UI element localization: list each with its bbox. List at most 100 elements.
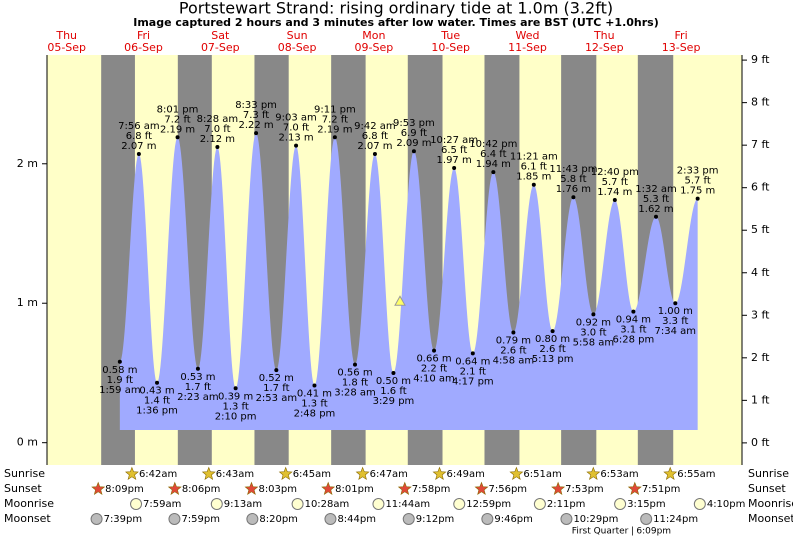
tide-label: 0.41 m	[297, 389, 332, 400]
moonrise-time: 12:59pm	[466, 499, 511, 510]
day-name: Sat	[211, 29, 230, 42]
moonrise-time: 7:59am	[143, 499, 181, 510]
tide-label: 3.0 ft	[580, 327, 606, 338]
day-name: Fri	[675, 29, 688, 42]
day-name: Sun	[287, 29, 308, 42]
moonset-icon	[246, 513, 259, 525]
tide-label: 1.62 m	[638, 204, 673, 215]
sun-icon	[244, 481, 259, 495]
tide-label: 7:56 am	[118, 121, 160, 132]
tide-label: 1.76 m	[556, 184, 591, 195]
tide-point	[470, 351, 475, 356]
sunset-time: 7:56pm	[488, 484, 527, 495]
tide-label: 5:13 pm	[532, 354, 574, 365]
y-tick-label: 2 m	[17, 157, 38, 170]
moonrise-icon	[614, 498, 627, 510]
sunset-time: 7:51pm	[642, 484, 681, 495]
tide-label: 2.6 ft	[500, 346, 526, 357]
moon-phase: First Quarter	[572, 527, 629, 537]
tide-label: 2:10 pm	[215, 411, 257, 422]
tide-point	[591, 312, 596, 317]
sunrise-time: 6:53am	[600, 469, 638, 480]
tide-label: 0.52 m	[259, 373, 294, 384]
day-date: 05-Sep	[47, 41, 86, 54]
y2-tick-label: 4 ft	[751, 266, 770, 279]
sun-icon	[663, 466, 678, 480]
tide-label: 9:03 am	[275, 113, 317, 124]
sunset-time: 8:09pm	[105, 484, 144, 495]
tide-label: 4:10 am	[413, 374, 455, 385]
tide-label: 2.07 m	[357, 141, 392, 152]
tide-point	[372, 152, 377, 157]
sun-icon	[91, 481, 106, 495]
tide-point	[175, 135, 180, 140]
sun-icon	[201, 466, 216, 480]
moonrise-time: 3:15pm	[627, 499, 666, 510]
tide-label: 5.3 ft	[643, 194, 669, 205]
tide-label: 6.8 ft	[126, 131, 152, 142]
tide-label: 0.66 m	[416, 354, 451, 365]
moon-phase-time: 6:09pm	[636, 527, 671, 537]
y2-tick-label: 8 ft	[751, 96, 770, 109]
tide-label: 2.22 m	[238, 120, 273, 131]
sunset-time: 8:03pm	[258, 484, 297, 495]
tide-label: 0.58 m	[102, 365, 137, 376]
sun-icon	[278, 466, 293, 480]
sunrise-time: 6:47am	[370, 469, 408, 480]
row-label: Moonset	[4, 512, 51, 525]
tide-point	[531, 182, 536, 187]
tide-point	[391, 370, 396, 375]
moonrise-icon	[533, 498, 546, 510]
sun-icon	[355, 466, 370, 480]
tide-point	[631, 309, 636, 314]
tide-label: 1.00 m	[658, 306, 693, 317]
tide-label: 4:58 am	[493, 356, 535, 367]
tide-label: 1:59 am	[99, 385, 141, 396]
sunrise-time: 6:51am	[523, 469, 561, 480]
day-name: Thu	[55, 29, 77, 42]
sunset-time: 7:58pm	[412, 484, 451, 495]
moonset-time: 10:29pm	[573, 514, 618, 525]
tide-label: 1.4 ft	[144, 396, 170, 407]
tide-label: 2:23 am	[177, 392, 219, 403]
tide-label: 5:58 am	[573, 337, 615, 348]
tide-label: 9:53 pm	[393, 118, 435, 129]
tide-label: 2.09 m	[396, 138, 431, 149]
sun-icon	[397, 481, 412, 495]
moonrise-icon	[453, 498, 466, 510]
row-label: Sunrise	[748, 467, 789, 480]
tide-label: 10:42 pm	[469, 139, 517, 150]
chart-title: Portstewart Strand: rising ordinary tide…	[179, 0, 613, 18]
tide-label: 9:42 am	[354, 121, 396, 132]
tide-point	[352, 362, 357, 367]
moonrise-time: 9:13am	[224, 499, 262, 510]
moonset-icon	[324, 513, 337, 525]
sunrise-time: 6:43am	[216, 469, 254, 480]
tide-point	[550, 329, 555, 334]
tide-point	[491, 170, 496, 175]
moonset-icon	[640, 513, 653, 525]
sun-icon	[627, 481, 642, 495]
tide-label: 2.19 m	[160, 124, 195, 135]
sun-icon	[509, 466, 524, 480]
sunrise-time: 6:45am	[293, 469, 331, 480]
moonset-time: 11:24pm	[653, 514, 698, 525]
tide-label: 7.2 ft	[164, 114, 190, 125]
moonset-time: 8:44pm	[337, 514, 376, 525]
tide-label: 11:43 pm	[549, 164, 597, 175]
tide-label: 0.50 m	[376, 376, 411, 387]
tide-label: 0.39 m	[218, 391, 253, 402]
tide-point	[233, 386, 238, 391]
moonset-time: 7:59pm	[181, 514, 220, 525]
tide-label: 6:28 pm	[613, 335, 655, 346]
tide-point	[695, 196, 700, 201]
tide-label: 6.1 ft	[521, 162, 547, 173]
tide-label: 5.8 ft	[560, 174, 586, 185]
tide-label: 6.4 ft	[480, 149, 506, 160]
y2-tick-label: 3 ft	[751, 308, 770, 321]
moonrise-icon	[693, 498, 706, 510]
tide-label: 0.94 m	[616, 315, 651, 326]
tide-label: 1.8 ft	[342, 378, 368, 389]
tide-label: 1.97 m	[437, 155, 472, 166]
